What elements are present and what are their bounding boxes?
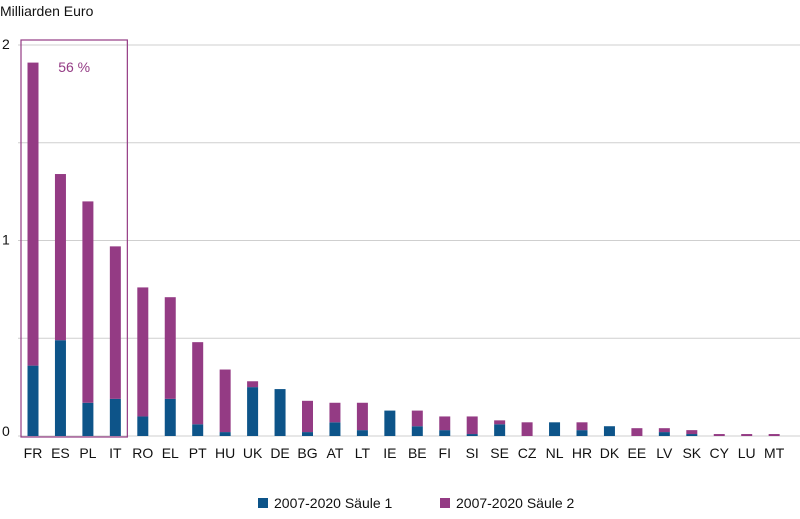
- bar-segment-nl-series-1: [549, 422, 561, 436]
- y-tick-labels: 0 1 2: [2, 36, 10, 439]
- x-tick-label-el: EL: [162, 445, 179, 461]
- x-tick-label-si: SI: [466, 445, 479, 461]
- bar-segment-se-series-1: [494, 424, 506, 436]
- bar-segment-cy-series-2: [713, 434, 725, 436]
- legend-swatch-saeule-1: [258, 498, 268, 508]
- bar-segment-el-series-1: [164, 398, 176, 436]
- bar-segment-ro-series-1: [137, 416, 149, 436]
- bar-segment-it-series-2: [109, 246, 121, 399]
- bar-segment-ie-series-1: [384, 410, 396, 436]
- y-tick-label: 0: [2, 423, 10, 439]
- x-tick-label-ie: IE: [383, 445, 396, 461]
- x-tick-label-cy: CY: [710, 445, 730, 461]
- bar-segment-fi-series-1: [439, 430, 451, 436]
- bar-segment-cz-series-2: [521, 422, 533, 436]
- bar-segment-hr-series-1: [576, 430, 588, 436]
- bar-segment-mt-series-2: [768, 434, 780, 436]
- x-tick-label-fi: FI: [439, 445, 451, 461]
- x-tick-label-pt: PT: [189, 445, 207, 461]
- bar-segment-fr-series-2: [27, 62, 39, 366]
- bar-segment-es-series-2: [54, 174, 66, 341]
- bar-segment-hu-series-1: [219, 432, 231, 436]
- x-tick-label-uk: UK: [243, 445, 263, 461]
- bar-segment-fi-series-2: [439, 416, 451, 431]
- bar-segment-be-series-1: [411, 426, 423, 436]
- bar-segment-de-series-1: [274, 389, 286, 436]
- x-tick-label-pl: PL: [79, 445, 96, 461]
- x-tick-label-se: SE: [490, 445, 509, 461]
- x-tick-label-lu: LU: [738, 445, 756, 461]
- y-tick-label: 1: [2, 232, 10, 248]
- bar-segment-be-series-2: [411, 410, 423, 427]
- bar-segment-hu-series-2: [219, 369, 231, 433]
- bar-segment-at-series-1: [329, 422, 341, 436]
- y-unit-label: Milliarden Euro: [0, 3, 94, 19]
- bar-segment-lv-series-1: [658, 432, 670, 436]
- x-tick-label-hr: HR: [572, 445, 592, 461]
- y-tick-label: 2: [2, 36, 10, 52]
- x-tick-label-bg: BG: [297, 445, 317, 461]
- x-tick-label-it: IT: [109, 445, 122, 461]
- bar-segment-es-series-1: [54, 340, 66, 436]
- bar-segment-se-series-2: [494, 420, 506, 425]
- bar-segment-pl-series-1: [82, 402, 94, 436]
- bar-segment-fr-series-1: [27, 365, 39, 436]
- legend-label-saeule-2: 2007-2020 Säule 2: [456, 495, 575, 511]
- legend: 2007-2020 Säule 1 2007-2020 Säule 2: [258, 495, 575, 511]
- bar-segment-bg-series-2: [302, 400, 313, 433]
- x-tick-label-lv: LV: [656, 445, 673, 461]
- bar-segment-hr-series-2: [576, 422, 588, 431]
- bar-segment-el-series-2: [164, 297, 176, 399]
- x-tick-label-cz: CZ: [518, 445, 537, 461]
- legend-swatch-saeule-2: [440, 498, 450, 508]
- x-tick-label-es: ES: [51, 445, 70, 461]
- x-tick-label-nl: NL: [546, 445, 564, 461]
- highlight-box: [20, 39, 128, 438]
- bar-segment-si-series-1: [466, 434, 478, 436]
- x-tick-label-hu: HU: [215, 445, 235, 461]
- bar-segment-at-series-2: [329, 402, 341, 423]
- bar-segment-ee-series-2: [631, 428, 643, 436]
- x-tick-label-be: BE: [408, 445, 427, 461]
- x-tick-label-ee: EE: [628, 445, 647, 461]
- bar-segment-si-series-2: [466, 416, 478, 435]
- bar-segment-lu-series-2: [741, 434, 753, 436]
- bar-segment-uk-series-2: [247, 381, 259, 388]
- x-tick-label-dk: DK: [600, 445, 620, 461]
- x-tick-label-mt: MT: [764, 445, 785, 461]
- bar-segment-lt-series-1: [356, 430, 368, 436]
- bar-segment-sk-series-2: [686, 430, 698, 435]
- x-tick-label-sk: SK: [682, 445, 701, 461]
- x-tick-label-at: AT: [327, 445, 344, 461]
- bar-segment-uk-series-1: [247, 387, 259, 436]
- bar-segment-sk-series-1: [686, 434, 698, 436]
- bars: [27, 62, 780, 436]
- bar-segment-ro-series-2: [137, 287, 149, 417]
- grid-lines: [18, 44, 800, 437]
- legend-label-saeule-1: 2007-2020 Säule 1: [274, 495, 393, 511]
- bar-segment-it-series-1: [109, 398, 121, 436]
- x-tick-label-fr: FR: [24, 445, 43, 461]
- highlight-label: 56 %: [58, 59, 90, 75]
- bar-segment-lt-series-2: [356, 402, 368, 431]
- bar-segment-pt-series-2: [192, 342, 204, 425]
- bar-segment-dk-series-1: [603, 426, 615, 436]
- x-tick-label-de: DE: [270, 445, 289, 461]
- highlight-annotation: 56 %: [20, 39, 128, 438]
- x-tick-label-ro: RO: [132, 445, 153, 461]
- bar-segment-pl-series-2: [82, 201, 94, 403]
- x-tick-labels: FR ES PL IT RO EL PT HU UK DE BG AT LT IE BE FI SI SE CZ NL…: [24, 445, 785, 461]
- bar-segment-pt-series-1: [192, 424, 204, 436]
- x-tick-label-lt: LT: [355, 445, 371, 461]
- bar-segment-lv-series-2: [658, 428, 670, 433]
- bar-segment-bg-series-1: [302, 432, 313, 436]
